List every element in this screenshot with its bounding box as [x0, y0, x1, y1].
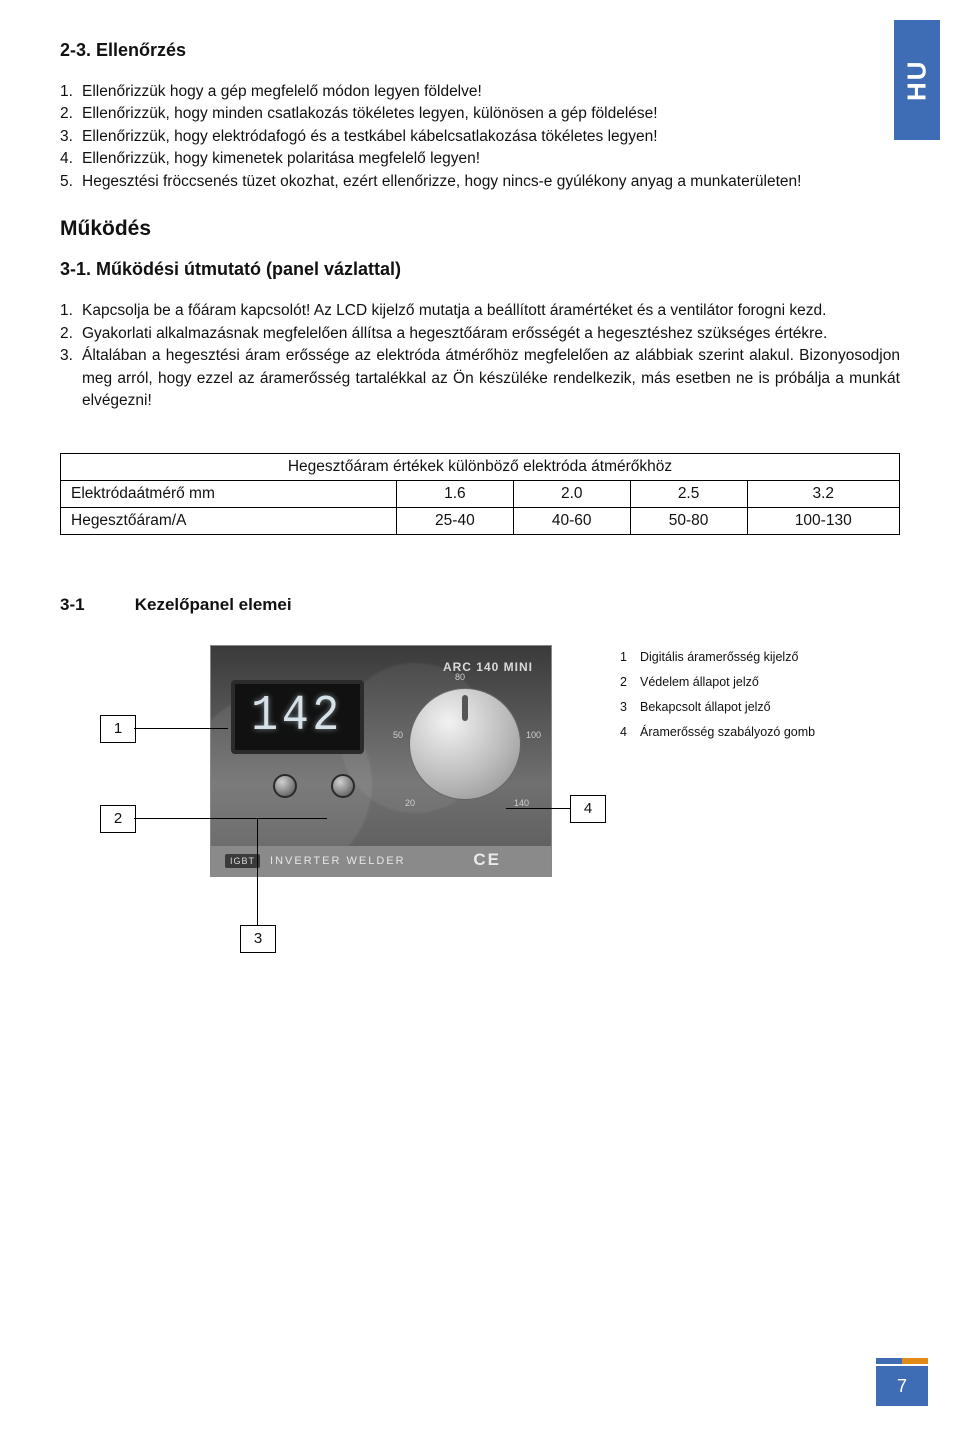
- section-3-1-title: 3-1. Működési útmutató (panel vázlattal): [60, 259, 900, 280]
- list-text: Ellenőrizzük hogy a gép megfelelő módon …: [82, 81, 900, 103]
- table-cell: 40-60: [513, 507, 630, 534]
- list-text: Ellenőrizzük, hogy elektródafogó és a te…: [82, 126, 900, 148]
- power-led: [331, 774, 355, 798]
- igbt-badge: IGBT: [225, 854, 260, 868]
- table-cell: 2.5: [630, 480, 747, 507]
- list-item: 3.Általában a hegesztési áram erőssége a…: [60, 345, 900, 412]
- callout-line: [257, 818, 258, 873]
- protection-led: [273, 774, 297, 798]
- legend-number: 3: [620, 695, 632, 720]
- page-footer: 7: [876, 1358, 928, 1418]
- mukodes-heading: Működés: [60, 217, 900, 241]
- panel-heading: 3-1 Kezelőpanel elemei: [60, 595, 900, 615]
- panel-bottom-strip: IGBT INVERTER WELDER CE: [211, 846, 551, 876]
- table-cell: 100-130: [747, 507, 899, 534]
- ce-mark-icon: CE: [473, 850, 501, 870]
- list-text: Általában a hegesztési áram erőssége az …: [82, 345, 900, 412]
- table-cell: 50-80: [630, 507, 747, 534]
- row-label-current: Hegesztőáram/A: [61, 507, 397, 534]
- table-cell: 2.0: [513, 480, 630, 507]
- list-item: 1.Ellenőrizzük hogy a gép megfelelő módo…: [60, 81, 900, 103]
- list-text: Kapcsolja be a főáram kapcsolót! Az LCD …: [82, 300, 900, 322]
- callout-1: 1: [100, 715, 136, 743]
- legend-number: 2: [620, 670, 632, 695]
- table-cell: 3.2: [747, 480, 899, 507]
- legend-number: 4: [620, 720, 632, 745]
- page: HU 2-3. Ellenőrzés 1.Ellenőrizzük hogy a…: [0, 0, 960, 1434]
- list-item: 3.Ellenőrizzük, hogy elektródafogó és a …: [60, 126, 900, 148]
- list-item: 2.Gyakorlati alkalmazásnak megfelelően á…: [60, 323, 900, 345]
- panel-bottom-text: INVERTER WELDER: [270, 855, 406, 867]
- list-item: 2.Ellenőrizzük, hogy minden csatlakozás …: [60, 103, 900, 125]
- panel-heading-number: 3-1: [60, 595, 130, 615]
- legend-item: 4 Áramerősség szabályozó gomb: [620, 720, 815, 745]
- callout-line: [506, 808, 570, 809]
- section-2-3-list: 1.Ellenőrizzük hogy a gép megfelelő módo…: [60, 81, 900, 193]
- legend-text: Bekapcsolt állapot jelző: [640, 695, 771, 720]
- current-adjust-knob: [409, 688, 521, 800]
- callout-line: [257, 818, 327, 819]
- legend-text: Digitális áramerősség kijelző: [640, 645, 798, 670]
- legend-item: 1 Digitális áramerősség kijelző: [620, 645, 815, 670]
- panel-legend: 1 Digitális áramerősség kijelző 2 Védelem …: [620, 645, 815, 745]
- legend-item: 3 Bekapcsolt állapot jelző: [620, 695, 815, 720]
- status-leds: [273, 774, 355, 798]
- callout-line: [257, 873, 258, 925]
- device-panel-image: ARC 140 MINI 142 20 50 80 100 140 IG: [210, 645, 552, 877]
- footer-stripe: [876, 1358, 928, 1364]
- panel-heading-text: Kezelőpanel elemei: [135, 595, 292, 614]
- callout-2: 2: [100, 805, 136, 833]
- table-cell: 1.6: [396, 480, 513, 507]
- list-text: Gyakorlati alkalmazásnak megfelelően áll…: [82, 323, 900, 345]
- callout-line: [134, 728, 228, 729]
- lcd-value: 142: [252, 688, 344, 745]
- list-text: Ellenőrizzük, hogy minden csatlakozás tö…: [82, 103, 900, 125]
- panel-section: 3-1 Kezelőpanel elemei ARC 140 MINI 142 …: [60, 595, 900, 965]
- list-item: 4.Ellenőrizzük, hogy kimenetek polaritás…: [60, 148, 900, 170]
- list-item: 5.Hegesztési fröccsenés tüzet okozhat, e…: [60, 171, 900, 193]
- legend-text: Védelem állapot jelző: [640, 670, 759, 695]
- list-item: 1.Kapcsolja be a főáram kapcsolót! Az LC…: [60, 300, 900, 322]
- language-side-tab: HU: [894, 20, 940, 140]
- section-3-1-list: 1.Kapcsolja be a főáram kapcsolót! Az LC…: [60, 300, 900, 412]
- legend-item: 2 Védelem állapot jelző: [620, 670, 815, 695]
- legend-text: Áramerősség szabályozó gomb: [640, 720, 815, 745]
- legend-number: 1: [620, 645, 632, 670]
- list-text: Ellenőrizzük, hogy kimenetek polaritása …: [82, 148, 900, 170]
- panel-layout: ARC 140 MINI 142 20 50 80 100 140 IG: [60, 645, 900, 965]
- list-text: Hegesztési fröccsenés tüzet okozhat, ezé…: [82, 171, 900, 193]
- callout-3: 3: [240, 925, 276, 953]
- welding-current-table: Hegesztőáram értékek különböző elektróda…: [60, 453, 900, 535]
- table-caption: Hegesztőáram értékek különböző elektróda…: [61, 453, 900, 480]
- table-cell: 25-40: [396, 507, 513, 534]
- page-number: 7: [876, 1366, 928, 1406]
- section-2-3-title: 2-3. Ellenőrzés: [60, 40, 900, 61]
- callout-4: 4: [570, 795, 606, 823]
- lcd-display: 142: [231, 680, 364, 754]
- row-label-diameter: Elektródaátmérő mm: [61, 480, 397, 507]
- device-model-label: ARC 140 MINI: [443, 660, 533, 674]
